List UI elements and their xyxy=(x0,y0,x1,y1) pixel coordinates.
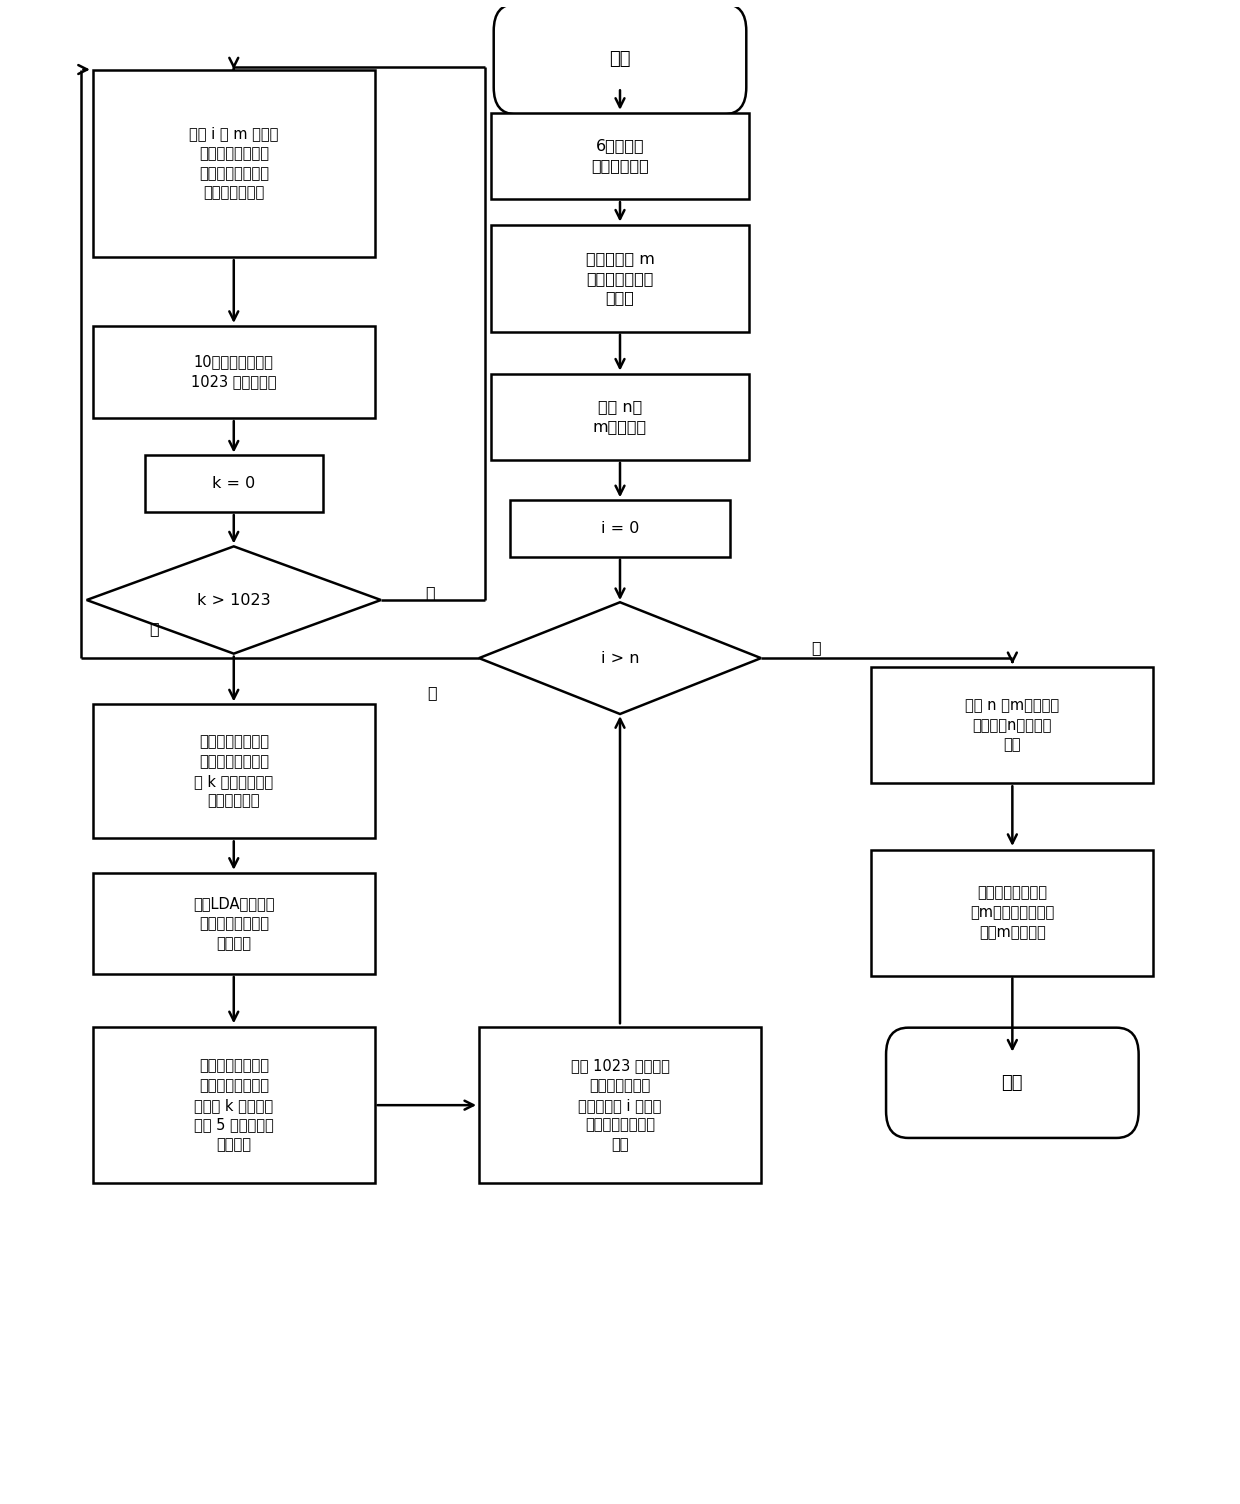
Bar xyxy=(93,704,374,838)
Text: 是: 是 xyxy=(811,641,821,656)
Text: i = 0: i = 0 xyxy=(601,520,639,535)
Text: 对第 i 种 m 通道组
合的肌电信号数据
进行数据分割，得
到若干数据窗口: 对第 i 种 m 通道组 合的肌电信号数据 进行数据分割，得 到若干数据窗口 xyxy=(188,126,279,200)
Bar xyxy=(93,1027,374,1184)
Text: 需要挑选出 m
个通道的最优通
道组合: 需要挑选出 m 个通道的最优通 道组合 xyxy=(585,251,655,305)
Text: k = 0: k = 0 xyxy=(212,477,255,492)
Bar xyxy=(491,113,749,199)
Text: k > 1023: k > 1023 xyxy=(197,593,270,608)
Text: 对前半部分肌电数
据的数据窗口求取
第 k 种特征组合的
特征组合向量: 对前半部分肌电数 据的数据窗口求取 第 k 种特征组合的 特征组合向量 xyxy=(195,734,273,809)
Text: 开始: 开始 xyxy=(609,50,631,68)
Text: 6个待选的
肌电信号通道: 6个待选的 肌电信号通道 xyxy=(591,138,649,173)
Text: 共有 n种
m通道组合: 共有 n种 m通道组合 xyxy=(593,400,647,435)
Bar xyxy=(491,224,749,332)
Bar xyxy=(93,872,374,975)
Bar xyxy=(93,71,374,257)
Bar xyxy=(872,850,1153,976)
Bar xyxy=(872,668,1153,784)
Text: 用后半部分特征组
合向量进行识别，
计算第 k 种特征组
合对 5 种动作模式
的识别率: 用后半部分特征组 合向量进行识别， 计算第 k 种特征组 合对 5 种动作模式 … xyxy=(193,1057,274,1152)
FancyBboxPatch shape xyxy=(494,5,746,114)
Text: i > n: i > n xyxy=(600,651,640,666)
Bar xyxy=(510,501,730,556)
Text: 结束: 结束 xyxy=(1002,1074,1023,1092)
Text: 计算 1023 种特征组
合识别率的平均
值，作为第 i 种肌电
通道组合的平均识
别率: 计算 1023 种特征组 合识别率的平均 值，作为第 i 种肌电 通道组合的平均… xyxy=(570,1057,670,1152)
Text: 经过LDA算法训练
得到降维矩阵和标
签点向量: 经过LDA算法训练 得到降维矩阵和标 签点向量 xyxy=(193,896,274,951)
Polygon shape xyxy=(87,546,381,654)
Text: 10种特征值总共有
1023 种特征组合: 10种特征值总共有 1023 种特征组合 xyxy=(191,355,277,390)
Text: 否: 否 xyxy=(428,684,438,699)
Bar xyxy=(93,326,374,418)
Bar xyxy=(491,373,749,460)
Bar xyxy=(479,1027,761,1184)
Text: 否: 否 xyxy=(149,621,159,636)
Bar xyxy=(145,456,322,511)
FancyBboxPatch shape xyxy=(887,1027,1138,1139)
Polygon shape xyxy=(479,602,761,714)
Text: 将平均识别率最高
的m通道组合作为最
优的m通道组合: 将平均识别率最高 的m通道组合作为最 优的m通道组合 xyxy=(970,886,1054,940)
Text: 是: 是 xyxy=(425,585,435,600)
Text: 得到 n 种m通道组合
所对应的n个平均识
别率: 得到 n 种m通道组合 所对应的n个平均识 别率 xyxy=(965,698,1059,752)
